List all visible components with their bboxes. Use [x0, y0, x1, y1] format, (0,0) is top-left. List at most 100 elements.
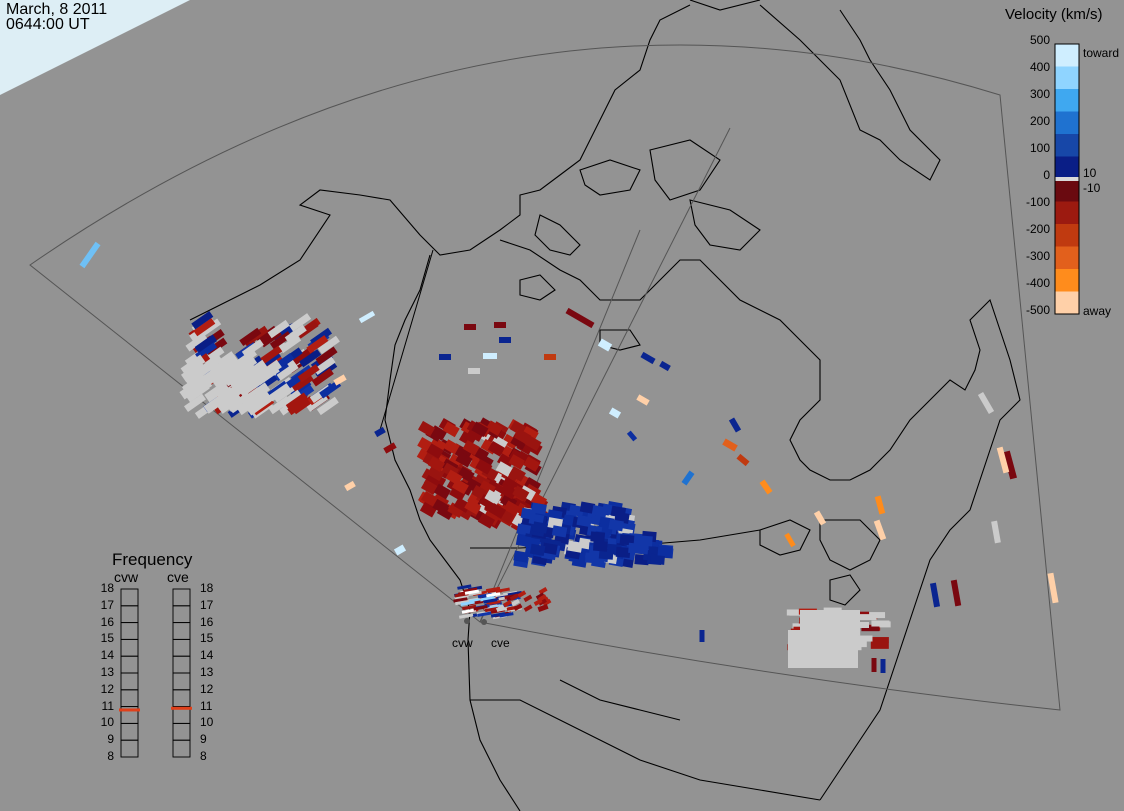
scatter-cell — [463, 587, 478, 593]
colorbar-swatch — [1055, 201, 1079, 225]
scatter-cell — [460, 600, 475, 606]
scatter-cell — [447, 502, 465, 519]
scatter-cell — [317, 335, 340, 355]
scatter-cell — [297, 364, 320, 383]
scatter-cell — [246, 394, 271, 416]
scatter-cell — [477, 611, 492, 617]
scatter-cell — [185, 333, 208, 352]
scatter-cell — [854, 635, 873, 642]
map-site-label-cve: cve — [491, 636, 510, 650]
scatter-cell — [315, 346, 338, 365]
scatter-cell — [950, 579, 962, 607]
colorbar-swatch — [1055, 156, 1079, 180]
frequency-tick: 17 — [100, 597, 114, 612]
scatter-cell — [473, 605, 488, 611]
scatter-cell — [276, 362, 299, 381]
scatter-cell — [296, 320, 319, 339]
scatter-cell — [426, 443, 444, 460]
frequency-tick: 18 — [100, 581, 114, 595]
frequency-tick: 18 — [200, 581, 214, 595]
freq-station-cve: cve — [167, 569, 189, 585]
scatter-cell — [455, 451, 473, 468]
velocity-tick: 100 — [1029, 141, 1050, 155]
scatter-cell — [432, 498, 450, 515]
scatter-cell — [523, 594, 533, 603]
scatter-cell — [529, 543, 546, 556]
frequency-gauges — [119, 588, 192, 758]
scatter-cell — [191, 310, 214, 330]
velocity-tick: 500 — [1029, 33, 1050, 47]
scatter-cell — [358, 310, 376, 324]
scatter-cell — [513, 603, 523, 611]
scatter-cell — [313, 356, 336, 375]
scatter-cell — [462, 604, 477, 611]
colorbar-swatch — [1055, 111, 1079, 135]
scatter-cell — [468, 368, 480, 374]
scatter-cell — [449, 485, 467, 502]
scatter-cell — [593, 540, 608, 552]
scatter-cell — [193, 317, 216, 337]
scatter-cell — [268, 383, 291, 402]
scatter-cell — [483, 598, 498, 604]
scatter-cell — [453, 597, 468, 603]
frequency-tick: 14 — [100, 648, 114, 663]
scatter-cell — [728, 417, 742, 433]
scatter-cell — [537, 603, 549, 613]
scatter-cell — [464, 324, 476, 330]
scatter-cell — [615, 546, 631, 558]
colorbar-swatch — [1055, 269, 1079, 292]
frequency-title: Frequency — [112, 550, 193, 569]
frequency-tick: 10 — [200, 715, 214, 730]
velocity-tick: -100 — [1025, 195, 1050, 209]
freq-gauge-cell — [120, 739, 139, 758]
scatter-cell — [590, 531, 606, 543]
frequency-tick: 13 — [100, 665, 114, 679]
scatter-cell — [532, 521, 548, 534]
scatter-cell — [486, 600, 501, 606]
scatter-cell — [383, 442, 397, 454]
scatter-cell — [524, 435, 542, 452]
scatter-cell — [638, 535, 653, 547]
freq-gauge-cell — [120, 655, 139, 674]
frequency-tick: 12 — [100, 681, 114, 696]
site-cve — [481, 619, 487, 625]
scatter-cell — [509, 593, 519, 601]
colorbar-swatch — [1055, 179, 1079, 202]
scatter-cell — [495, 604, 505, 612]
frequency-tick: 17 — [200, 597, 214, 612]
scatter-cell — [287, 396, 310, 416]
velocity-tick: 300 — [1029, 87, 1050, 101]
scatter-cell — [608, 407, 622, 419]
scatter-cell — [657, 545, 673, 557]
date-label: March, 8 2011 — [6, 1, 108, 18]
scatter-cell — [870, 642, 889, 649]
scatter-cell — [874, 495, 886, 515]
scatter-cell — [419, 501, 438, 518]
scatter-cell — [477, 513, 496, 529]
scatter-cell — [455, 599, 470, 606]
scatter-cell — [464, 589, 480, 595]
velocity-tick: -500 — [1025, 303, 1050, 317]
scatter-cell — [418, 420, 436, 437]
scatter-cell — [199, 318, 222, 337]
frequency-tick: 11 — [101, 698, 114, 713]
scatter-cell — [517, 590, 527, 598]
velocity-colorbar — [1054, 43, 1080, 315]
scatter-cell — [567, 540, 583, 553]
scatter-cell — [722, 438, 738, 452]
scatter-cell — [458, 613, 474, 619]
scatter-cell — [499, 612, 514, 618]
freq-station-cvw: cvw — [114, 569, 139, 585]
scatter-cell — [483, 353, 497, 359]
scatter-cell — [374, 426, 386, 438]
scatter-cell — [254, 363, 280, 386]
freq-gauge-cell — [172, 739, 191, 758]
scatter-cell — [461, 608, 477, 614]
freq-gauge-cell — [120, 722, 139, 741]
freq-gauge-cell — [172, 588, 191, 607]
scatter-cell — [443, 439, 461, 455]
scatter-cell — [457, 584, 472, 590]
scatter-cell — [542, 598, 552, 607]
scatter-cell — [442, 421, 460, 438]
